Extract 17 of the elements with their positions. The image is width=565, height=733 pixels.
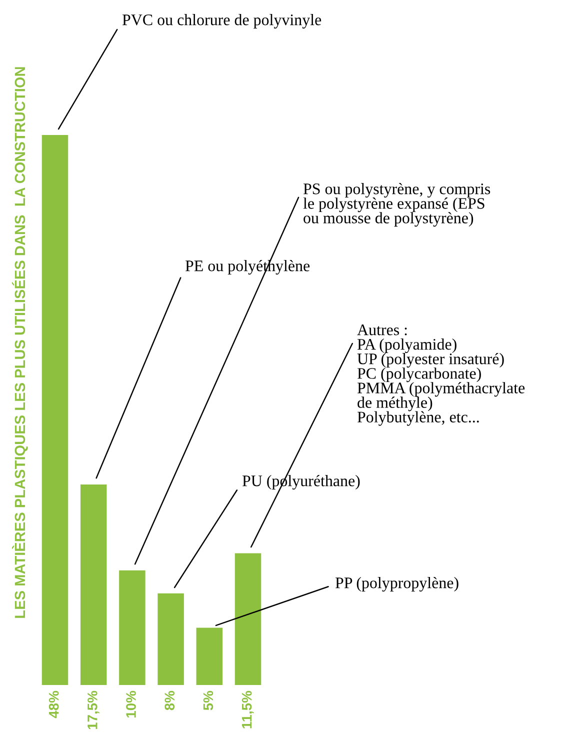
data-label: 8% <box>164 690 175 710</box>
text: PP (polypropylène) <box>335 577 458 592</box>
text: PS ou polystyrène, y compris le polystyrène expansé (EPS ou mousse de polystyrène) <box>303 183 490 227</box>
bar <box>42 135 68 685</box>
text: PVC ou chlorure de polyvinyle <box>122 14 322 29</box>
data-label: 10% <box>126 690 136 718</box>
data-label: 17,5% <box>88 690 100 730</box>
data-label: 11,5% <box>242 690 254 728</box>
bar <box>234 553 262 685</box>
bar <box>158 593 184 685</box>
bar <box>196 628 223 685</box>
data-label: 5% <box>203 690 214 710</box>
text: Autres : PA (polyamide) UP (polyester insaturé) PC (polycarbonate) PMMA (polyméthacrylate de méthyle) Polybutylène, etc... <box>357 324 525 426</box>
bar <box>119 570 146 685</box>
y-axis-title: LES MATIÈRES PLASTIQUES LES PLUS UTILISÉES DANS LA CONSTRUCTION <box>12 67 28 618</box>
data-label: 48% <box>48 690 59 718</box>
bar <box>80 484 107 685</box>
